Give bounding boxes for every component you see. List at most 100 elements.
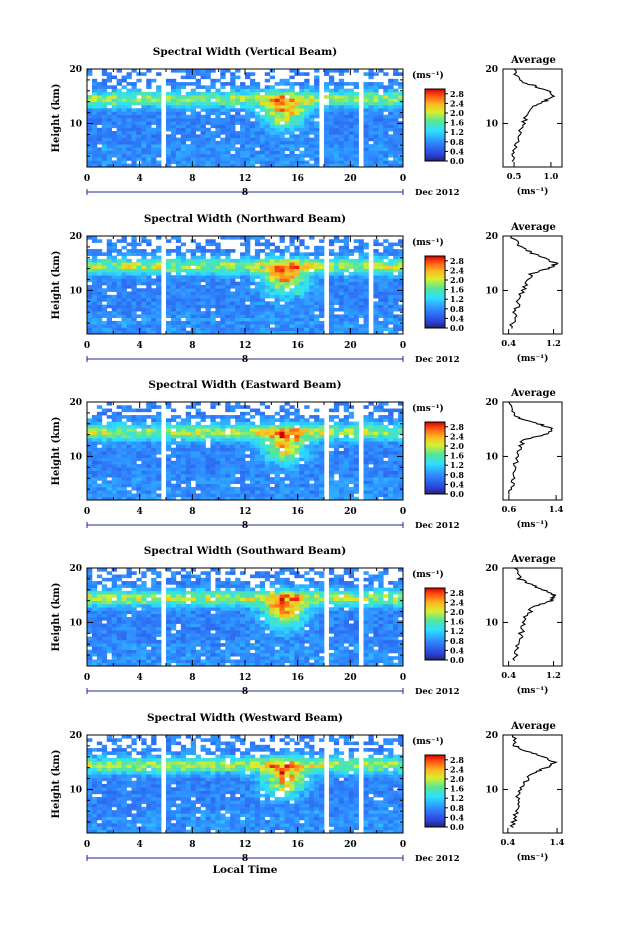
heatmap-cell [121,294,127,299]
heatmap-cell [343,486,350,491]
heatmap-cell [235,405,241,409]
heatmap-cell [240,114,246,119]
heatmap-cell [324,153,330,158]
heatmap-cell [91,271,98,276]
heatmap-cell [398,98,404,103]
heatmap-cell [343,88,350,93]
heatmap-cell [348,91,354,96]
heatmap-cell [368,114,374,119]
heatmap-cell [146,127,152,132]
heatmap-cell [170,236,177,240]
heatmap-cell [235,434,241,439]
heatmap-cell [274,262,280,266]
heatmap-cell [388,473,394,478]
heatmap-cell [269,288,275,292]
heatmap-cell [368,402,374,406]
heatmap-cell [210,131,216,135]
heatmap-cell [294,160,300,165]
heatmap-cell [363,131,369,135]
x-tick-label: 0 [400,341,406,351]
heatmap-cell [264,496,271,501]
heatmap-cell [388,304,394,309]
heatmap-cell [220,314,226,319]
heatmap-cell [254,255,261,260]
heatmap-cell [170,415,177,419]
heatmap-cell [215,131,221,135]
heatmap-cell [324,85,330,89]
heatmap-cell [200,258,206,263]
heatmap-cell [343,236,350,240]
heatmap-cell [289,242,295,247]
heatmap-cell [151,134,157,138]
heatmap-cell [269,311,275,315]
heatmap-cell [156,460,162,465]
heatmap-cell [190,324,196,328]
heatmap-cell [314,255,320,260]
heatmap-cell [383,131,389,135]
heatmap-cell [230,330,236,335]
heatmap-cell [131,268,137,273]
heatmap-cell [245,421,251,426]
heatmap-cell [126,131,132,135]
heatmap-cell [254,140,261,145]
heatmap-cell [245,236,251,240]
heatmap-cell [195,304,201,309]
heatmap-cell [383,320,389,325]
heatmap-cell [146,483,152,488]
heatmap-cell [284,428,290,432]
heatmap-cell [264,424,271,429]
heatmap-cell [126,252,132,256]
heatmap-cell [180,294,187,299]
heatmap-cell [279,252,285,256]
heatmap-cell [166,153,172,158]
colorbar-unit: (ms⁻¹) [412,237,444,248]
heatmap-cell [353,95,359,99]
heatmap-cell [151,249,157,253]
heatmap-cell [259,114,266,119]
heatmap-cell [170,493,177,498]
heatmap-cell [398,285,404,289]
heatmap-cell [388,150,394,155]
heatmap-cell [106,330,113,335]
heatmap-cell [314,265,320,270]
heatmap-cell [333,451,340,455]
heatmap-cell [383,147,389,152]
heatmap-cell [230,140,236,145]
heatmap-cell [245,144,251,148]
heatmap-cell [264,88,271,93]
heatmap-cell [185,496,192,501]
heatmap-cell [106,324,113,328]
heatmap-cell [279,268,285,273]
heatmap-cell [215,294,221,299]
heatmap-cell [249,82,256,86]
heatmap-cell [190,291,196,296]
heatmap-cell [269,486,275,491]
heatmap-cell [116,131,122,135]
heatmap-cell [126,415,132,419]
heatmap-cell [87,437,93,442]
heatmap-cell [398,242,404,247]
heatmap-cell [225,291,231,296]
heatmap-cell [111,301,117,305]
heatmap-cell [180,131,187,135]
heatmap-cell [156,288,162,292]
heatmap-cell [136,288,142,292]
heatmap-cell [279,490,285,494]
heatmap-cell [289,69,295,73]
heatmap-cell [333,255,340,260]
heatmap-cell [210,294,216,299]
heatmap-cell [378,252,384,256]
heatmap-cell [185,454,192,458]
heatmap-cell [101,78,108,83]
heatmap-cell [319,431,325,436]
heatmap-cell [373,88,379,93]
colorbar-tick-label: 1.6 [450,285,464,295]
heatmap-cell [378,490,384,494]
heatmap-cell [205,304,211,309]
heatmap-cell [284,114,290,119]
heatmap-cell [175,98,182,103]
heatmap-cell [373,153,379,158]
heatmap-cell [294,91,300,96]
heatmap-cell [353,496,359,501]
heatmap-cell [87,434,93,439]
